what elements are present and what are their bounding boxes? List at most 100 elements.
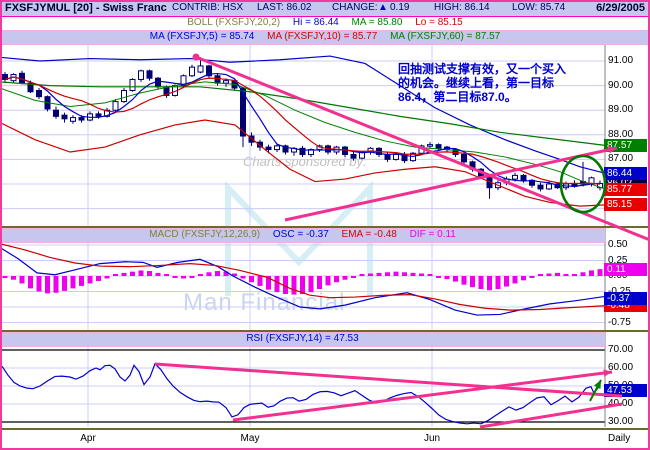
candle-up — [333, 146, 340, 153]
macd-histogram-bar — [155, 272, 161, 276]
macd-name: MACD (FXSFJY,12,26,9) — [149, 229, 261, 240]
macd-histogram-bar — [419, 273, 424, 276]
macd-histogram-bar — [546, 273, 552, 276]
macd-histogram-bar — [164, 274, 169, 276]
macd-histogram-bar — [62, 276, 67, 291]
candle-up — [223, 80, 229, 84]
candle-up — [129, 78, 136, 92]
macd-histogram-bar — [351, 276, 356, 278]
macd-histogram-bar — [223, 271, 229, 276]
date-field: 6/29/2005 — [596, 2, 645, 14]
macd-histogram-bar — [470, 276, 475, 288]
candle-up — [367, 147, 374, 153]
macd-histogram-bar — [189, 276, 195, 278]
candle-down — [214, 75, 221, 84]
period-label: Daily — [608, 433, 631, 444]
rsi-value: RSI (FXSFJY,14) = 47.53 — [246, 333, 359, 344]
candle-up — [512, 174, 518, 180]
axis-tick-label: 90.00 — [608, 79, 634, 91]
candle-down — [444, 146, 450, 151]
candle-down — [257, 141, 263, 148]
moving-average-header: MA (FXSFJY,5) = 85.74 MA (FXSFJY,10) = 8… — [0, 30, 650, 45]
ma5-value: MA (FXSFJY,5) = 85.74 — [149, 31, 255, 42]
candle-up — [597, 183, 603, 189]
candle-up — [180, 75, 187, 87]
ma60-value: MA (FXSFJY,60) = 87.57 — [390, 31, 501, 42]
high-field: HIGH: 86.14 — [434, 2, 490, 13]
ma10-value: MA (FXSFJY,10) = 85.77 — [267, 31, 378, 42]
candle-up — [291, 147, 297, 153]
candle-down — [520, 174, 527, 181]
macd-histogram-bar — [45, 276, 50, 294]
candle-down — [469, 161, 476, 170]
macd-histogram-bar — [504, 276, 509, 287]
bollinger-header: BOLL (FXSFJY,20,2) Hi = 86.44 MA = 85.80… — [0, 17, 650, 30]
macd-histogram-bar — [240, 276, 246, 279]
candle-down — [231, 80, 238, 89]
macd-histogram-bar — [104, 276, 110, 279]
macd-histogram-bar — [266, 276, 271, 290]
macd-histogram-bar — [215, 271, 220, 276]
macd-histogram-bar — [385, 272, 390, 276]
macd-histogram-bar — [70, 276, 76, 289]
candle-down — [376, 147, 382, 155]
axis-tick-label: 40.00 — [608, 398, 634, 409]
candle-down — [2, 74, 8, 80]
macd-histogram-bar — [427, 274, 433, 276]
macd-histogram-bar — [121, 272, 127, 276]
price-badge: 85.15 — [604, 198, 647, 212]
rsi-green-arrow — [589, 379, 602, 402]
boll-hi-value: Hi = 86.44 — [292, 17, 339, 28]
note-line-1: 回抽测试支撑有效，又一个买入 — [398, 62, 567, 76]
macd-histogram-bar — [589, 270, 594, 276]
macd-histogram-bar — [53, 276, 59, 293]
candle-up — [104, 109, 110, 117]
axis-tick-label: -0.75 — [608, 316, 631, 328]
candle-down — [384, 153, 391, 160]
candle-down — [61, 114, 68, 120]
macd-histogram-bar — [538, 274, 543, 276]
candle-down — [435, 144, 442, 149]
arrowhead-icon — [593, 380, 601, 389]
macd-header: MACD (FXSFJY,12,26,9) OSC = -0.37 EMA = … — [0, 228, 605, 243]
axis-tick-label: 60.00 — [608, 362, 634, 373]
macd-histogram-bar — [453, 276, 458, 282]
candle-down — [452, 149, 459, 155]
candle-down — [580, 181, 586, 185]
macd-dif-value: DIF = 0.11 — [409, 229, 456, 240]
macd-histogram-bar — [359, 274, 365, 276]
candle-up — [87, 113, 93, 121]
price-badge: 47.53 — [604, 383, 647, 397]
macd-histogram-bar — [410, 272, 416, 276]
macd-histogram-bar — [96, 276, 101, 281]
candle-down — [27, 82, 34, 93]
macd-histogram-bar — [257, 276, 263, 286]
candle-up — [112, 101, 119, 111]
candle-up — [70, 117, 76, 122]
price-badge: 86.44 — [604, 166, 647, 180]
macd-histogram-bar — [11, 276, 16, 280]
low-field: LOW: 85.74 — [512, 2, 566, 13]
brand-watermark: Man Financial — [183, 289, 346, 316]
boll-lo-value: Lo = 85.15 — [415, 17, 463, 28]
candle-up — [316, 145, 323, 151]
macd-histogram-bar — [580, 272, 586, 276]
macd-histogram-bar — [529, 276, 535, 278]
analyst-annotation-note: 回抽测试支撑有效，又一个买入 的机会。继续上看，第一目标 86.4，第二目标87… — [398, 62, 566, 104]
macd-histogram-bar — [487, 276, 492, 291]
boll-name: BOLL (FXSFJY,20,2) — [187, 17, 281, 28]
candle-down — [325, 145, 331, 153]
axis-tick-label: 30.00 — [608, 416, 634, 427]
macd-histogram-bar — [325, 276, 331, 286]
candle-down — [19, 72, 25, 84]
note-line-3: 86.4，第二目标87.0。 — [398, 90, 517, 104]
macd-histogram-bar — [334, 276, 339, 283]
change-value: 0.19 — [390, 2, 410, 13]
macd-histogram-bar — [19, 276, 25, 284]
candle-down — [146, 70, 153, 79]
candle-down — [529, 179, 535, 186]
candle-up — [410, 152, 416, 162]
macd-histogram-bar — [402, 272, 407, 276]
candle-up — [121, 90, 127, 103]
